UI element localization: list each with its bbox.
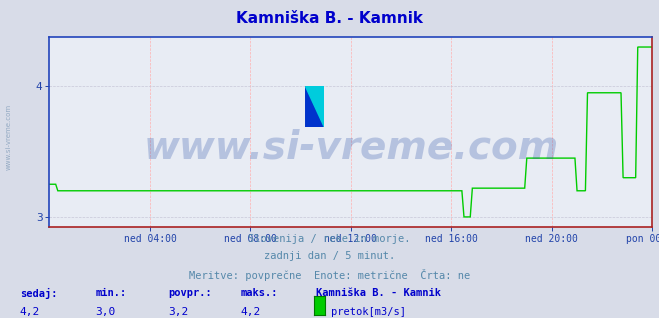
Text: 4,2: 4,2 <box>241 307 261 317</box>
Text: min.:: min.: <box>96 288 127 298</box>
Text: Kamniška B. - Kamnik: Kamniška B. - Kamnik <box>316 288 442 298</box>
Text: povpr.:: povpr.: <box>168 288 212 298</box>
Text: www.si-vreme.com: www.si-vreme.com <box>143 128 559 166</box>
Text: www.si-vreme.com: www.si-vreme.com <box>5 104 12 170</box>
Polygon shape <box>305 86 324 127</box>
Text: Slovenija / reke in morje.: Slovenija / reke in morje. <box>248 234 411 244</box>
Polygon shape <box>305 86 324 127</box>
Text: zadnji dan / 5 minut.: zadnji dan / 5 minut. <box>264 251 395 261</box>
Text: maks.:: maks.: <box>241 288 278 298</box>
Text: 3,0: 3,0 <box>96 307 116 317</box>
Text: Kamniška B. - Kamnik: Kamniška B. - Kamnik <box>236 11 423 26</box>
Text: sedaj:: sedaj: <box>20 288 57 299</box>
Text: 4,2: 4,2 <box>20 307 40 317</box>
Text: 3,2: 3,2 <box>168 307 188 317</box>
Polygon shape <box>305 86 324 127</box>
Text: Meritve: povprečne  Enote: metrične  Črta: ne: Meritve: povprečne Enote: metrične Črta:… <box>189 269 470 281</box>
Text: pretok[m3/s]: pretok[m3/s] <box>331 307 406 317</box>
